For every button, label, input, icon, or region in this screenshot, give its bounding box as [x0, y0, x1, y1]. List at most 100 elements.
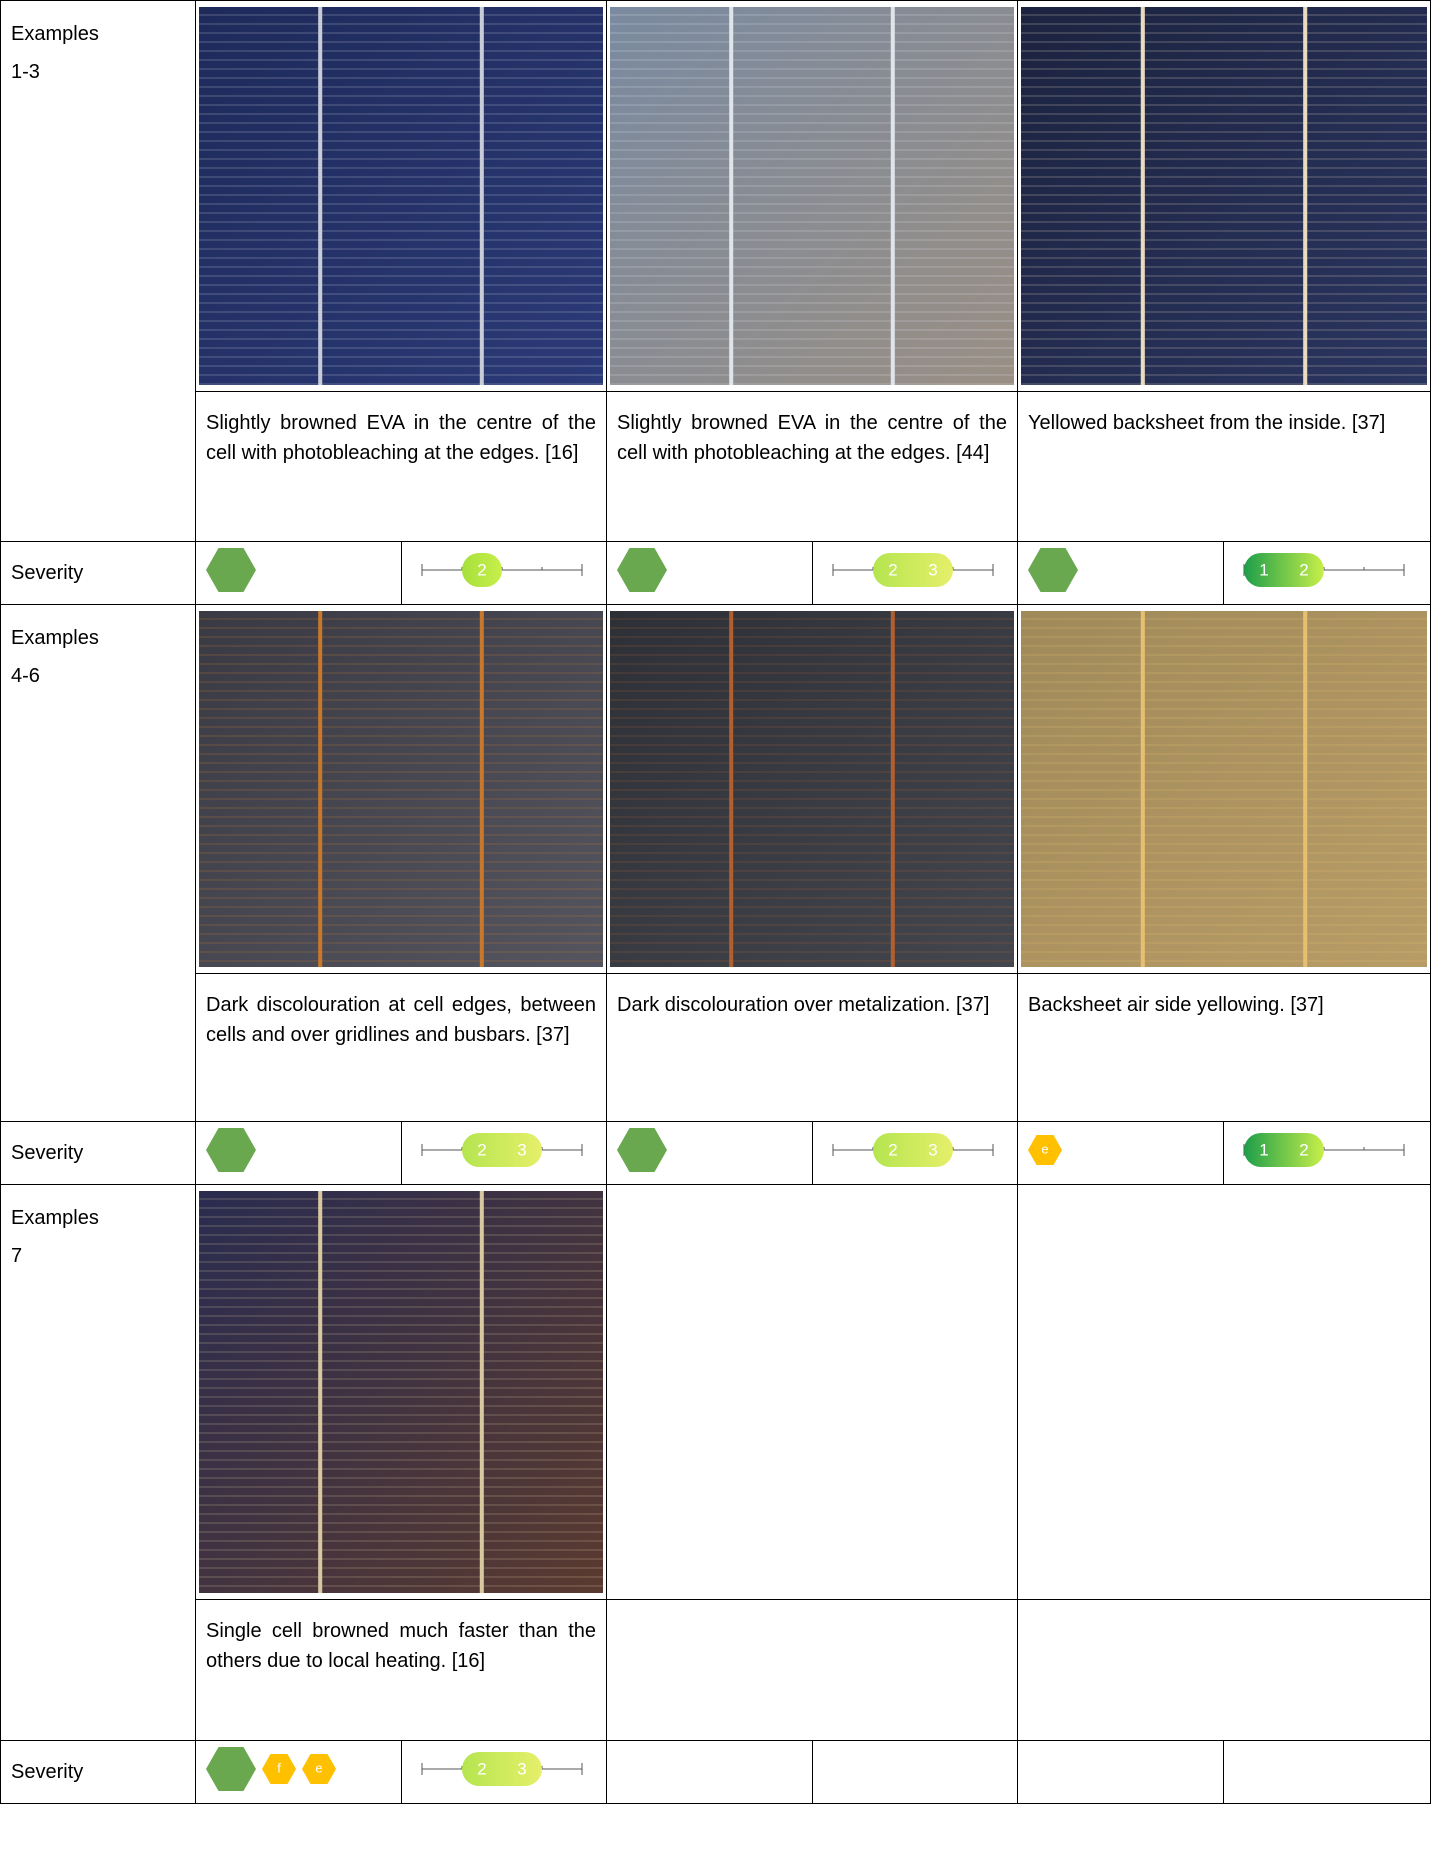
- caption-cell: Dark discolouration over metalization. […: [606, 973, 1018, 1122]
- severity-hexagon: [206, 548, 256, 592]
- severity-hexagon: [262, 1754, 296, 1784]
- scale-pill: [873, 1133, 953, 1167]
- image-cell: [606, 1184, 1018, 1600]
- scale-level: 3: [928, 560, 937, 579]
- hexagon-cell: [1017, 1740, 1224, 1804]
- scale-level: 2: [1299, 560, 1308, 579]
- hexagon-cell: [195, 1121, 402, 1185]
- scale-level: 2: [1299, 1140, 1308, 1159]
- example-image: [199, 1191, 603, 1593]
- caption-cell: Yellowed backsheet from the inside. [37]: [1017, 391, 1431, 542]
- scale-cell: 2: [401, 541, 607, 605]
- severity-scale: 2: [421, 553, 583, 587]
- image-cell: [195, 0, 607, 392]
- severity-hexagon: [1028, 1135, 1062, 1165]
- example-image: [1021, 7, 1427, 385]
- image-cell: [195, 604, 607, 974]
- hexagon-cell: [606, 541, 813, 605]
- severity-hexagon: [1028, 548, 1078, 592]
- scale-level: 2: [888, 1140, 897, 1159]
- label-text: Examples: [11, 1207, 99, 1229]
- example-image: [199, 7, 603, 385]
- label-text: Examples: [11, 23, 99, 45]
- scale-level: 2: [477, 1140, 486, 1159]
- cell: [610, 7, 1014, 385]
- caption-cell: [606, 1599, 1018, 1741]
- label-range: 7: [11, 1245, 23, 1267]
- caption-cell: Slightly browned EVA in the centre of th…: [606, 391, 1018, 542]
- severity-row: Severity 2 2 3 1 2: [0, 541, 1431, 605]
- caption-row: Slightly browned EVA in the centre of th…: [1, 391, 1431, 542]
- hexagon-label: e: [1041, 1141, 1048, 1156]
- cell: [1021, 611, 1427, 967]
- cell: [199, 1191, 603, 1593]
- hexagon-cell: e: [1017, 1121, 1224, 1185]
- scale-level: 2: [888, 560, 897, 579]
- image-cell: [1017, 1184, 1431, 1600]
- severity-row: Severity 2 3 2 3 e 1 2: [0, 1121, 1431, 1185]
- row-label: Examples 4-6: [0, 604, 196, 1122]
- severity-hexagon: [302, 1754, 336, 1784]
- scale-cell: [1223, 1740, 1431, 1804]
- scale-cell: [812, 1740, 1018, 1804]
- hexagons: e: [1028, 1135, 1062, 1165]
- caption-row: Single cell browned much faster than the…: [1, 1599, 1431, 1741]
- hexagons: [1028, 548, 1078, 592]
- scale-level: 1: [1259, 560, 1268, 579]
- caption-row: Dark discolouration at cell edges, betwe…: [1, 973, 1431, 1122]
- severity-row: Severity f e 2 3: [0, 1740, 1431, 1804]
- image-row: Examples 4-6: [0, 604, 1431, 1122]
- scale-pill: [462, 553, 502, 587]
- caption-cell: Slightly browned EVA in the centre of th…: [195, 391, 607, 542]
- hexagon-cell: [195, 541, 402, 605]
- severity-label: Severity: [0, 1740, 196, 1804]
- image-row: Examples 7: [0, 1184, 1431, 1741]
- example-image: [610, 611, 1014, 967]
- cell: [199, 611, 603, 967]
- severity-hexagon: [617, 548, 667, 592]
- scale-pill: [1244, 553, 1324, 587]
- hexagons: [617, 1128, 667, 1172]
- scale-level: 3: [517, 1140, 526, 1159]
- caption-cell: Single cell browned much faster than the…: [195, 1599, 607, 1741]
- severity-label: Severity: [0, 541, 196, 605]
- severity-hexagon: [206, 1128, 256, 1172]
- example-image: [610, 7, 1014, 385]
- caption-cell: [1017, 1599, 1431, 1741]
- scale-level: 1: [1259, 1140, 1268, 1159]
- scale-level: 2: [477, 1759, 486, 1778]
- hexagon-cell: [606, 1740, 813, 1804]
- image-cell: [195, 1184, 607, 1600]
- cell: [199, 7, 603, 385]
- hexagons: [617, 548, 667, 592]
- hexagons: [206, 548, 256, 592]
- severity-hexagon: [617, 1128, 667, 1172]
- label-range: 1-3: [11, 61, 40, 83]
- row-label: Examples 7: [0, 1184, 196, 1741]
- severity-label: Severity: [0, 1121, 196, 1185]
- scale-level: 3: [517, 1759, 526, 1778]
- caption-cell: Dark discolouration at cell edges, betwe…: [195, 973, 607, 1122]
- scale-pill: [462, 1752, 542, 1786]
- label-range: 4-6: [11, 665, 40, 687]
- hexagon-cell: [1017, 541, 1224, 605]
- table-body: Examples 1-3 Slightly browned EVA in the c…: [0, 0, 1431, 1804]
- image-cell: [1017, 604, 1431, 974]
- example-image: [1021, 611, 1427, 967]
- caption-cell: Backsheet air side yellowing. [37]: [1017, 973, 1431, 1122]
- hexagons: [206, 1128, 256, 1172]
- hexagon-cell: [606, 1121, 813, 1185]
- hexagon-label: e: [315, 1760, 322, 1775]
